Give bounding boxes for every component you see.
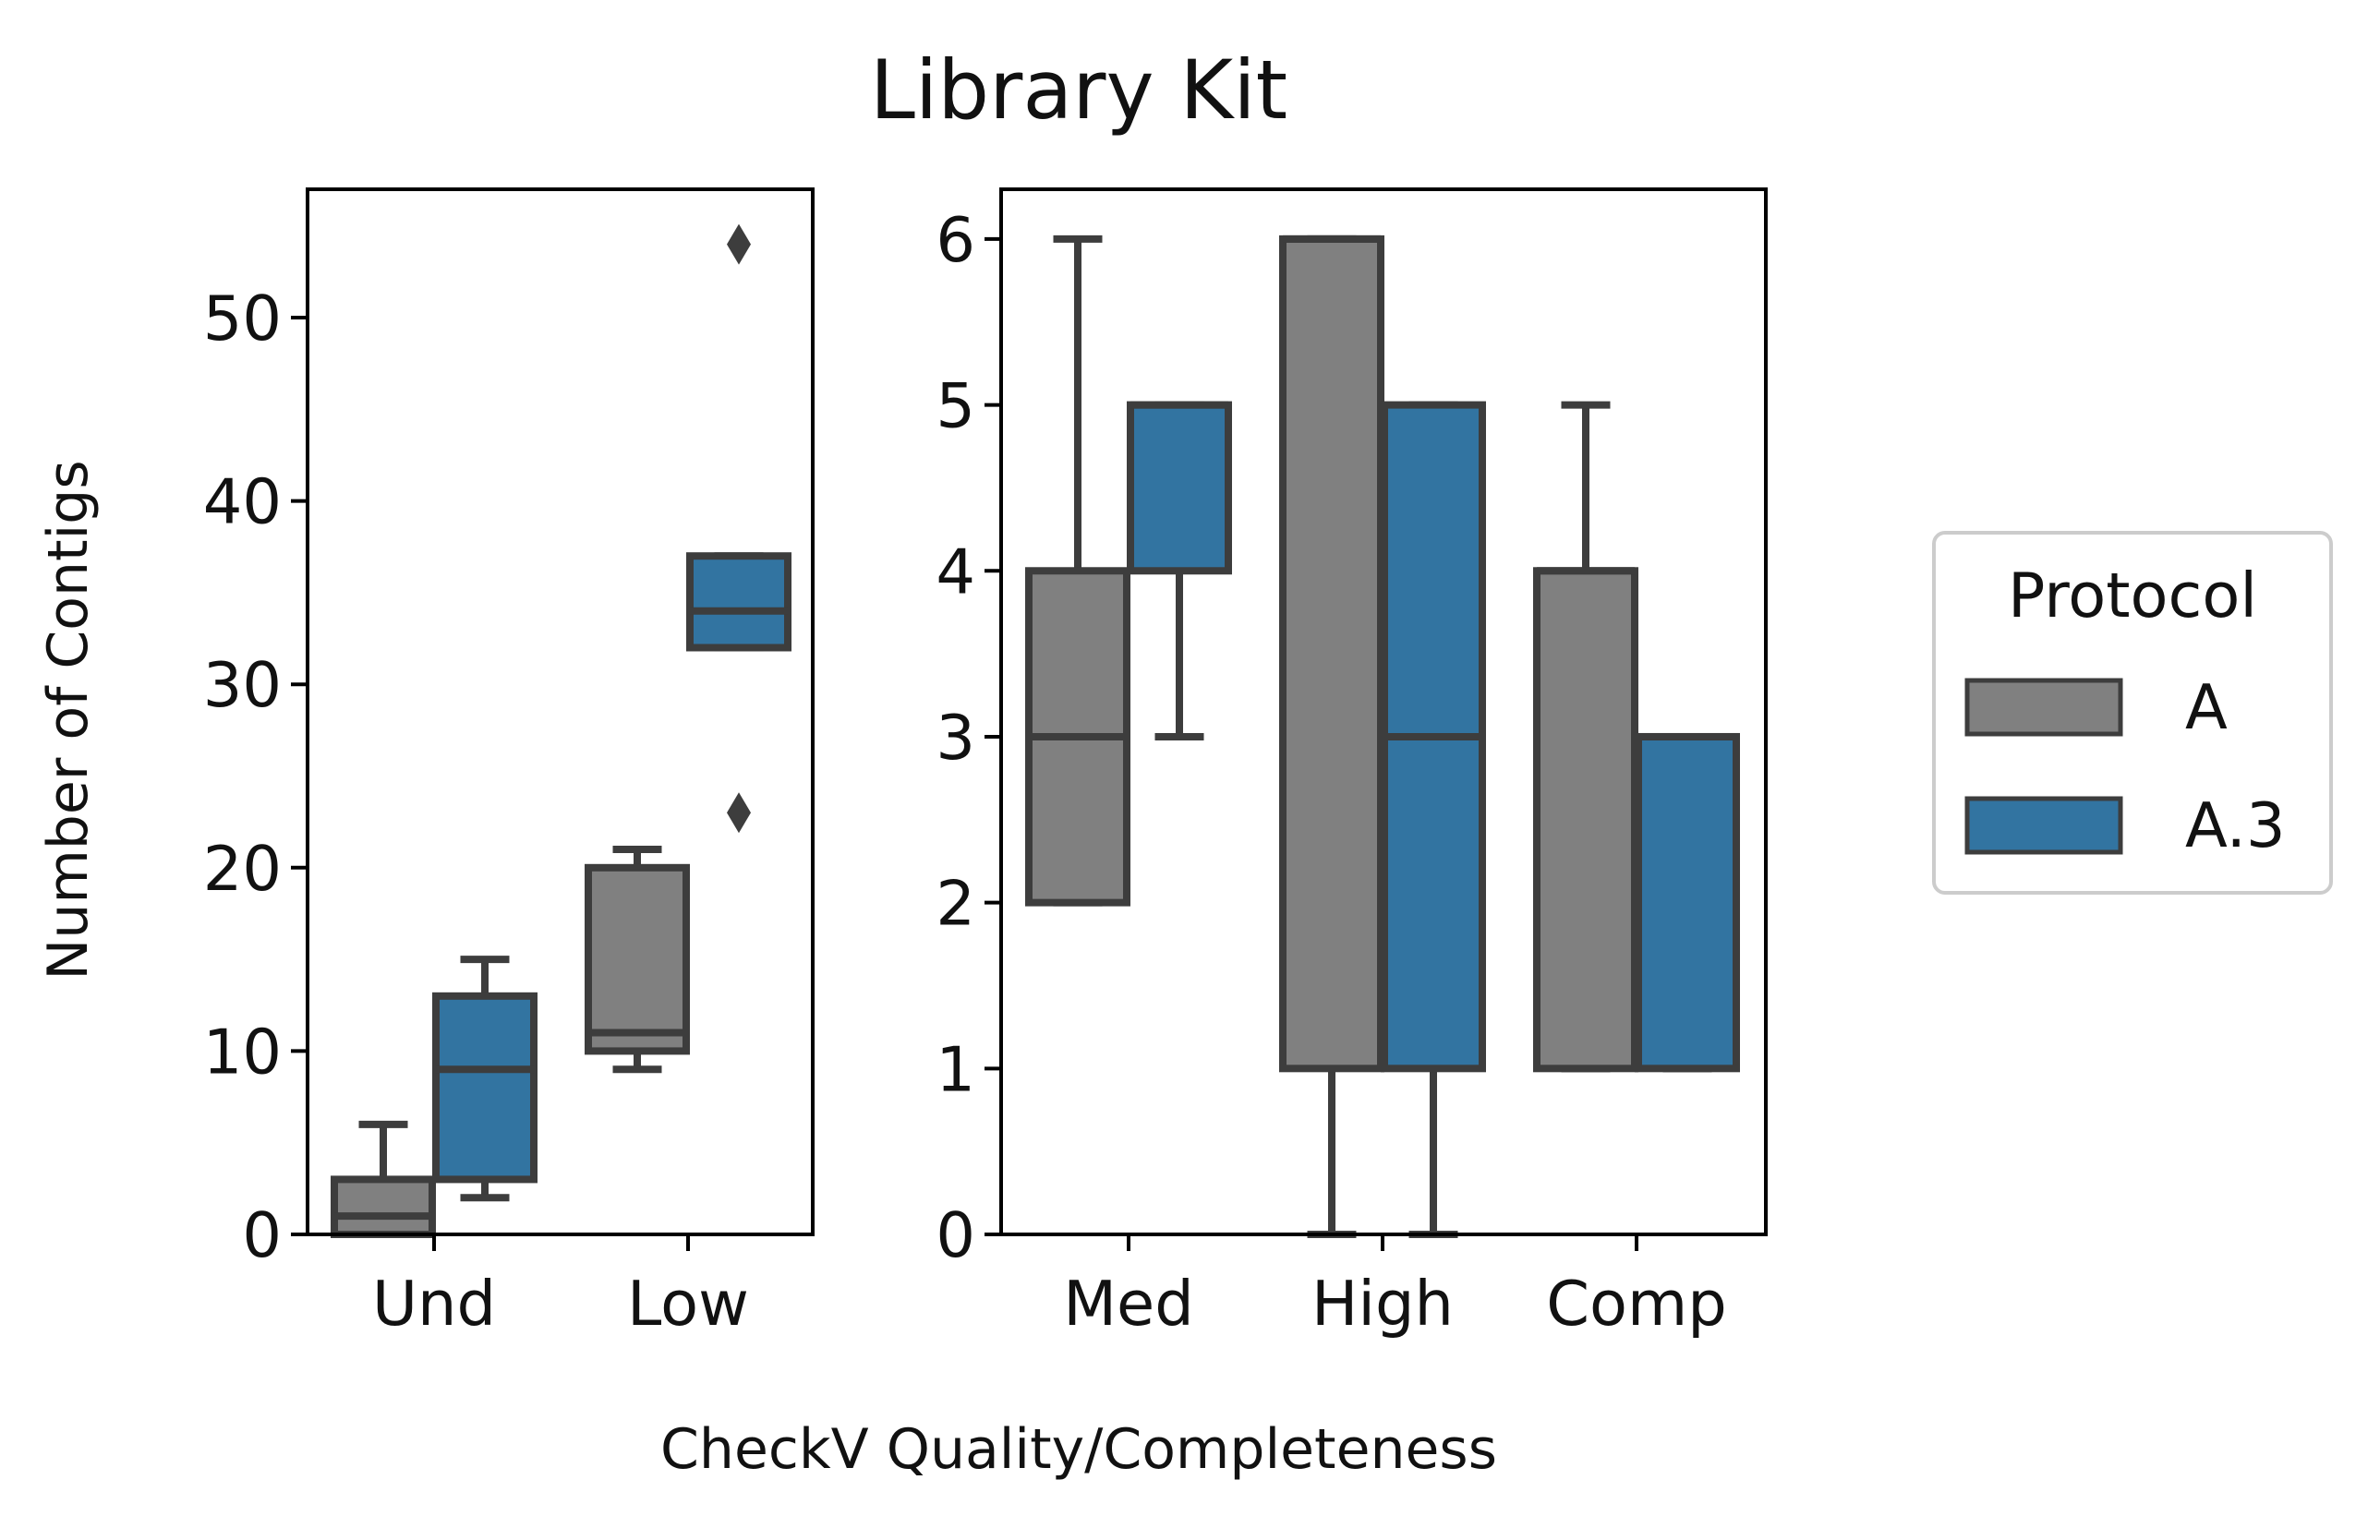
box-low-a (585, 863, 690, 1055)
y-tick-label-0-20: 20 (203, 833, 282, 905)
y-tick-label-1-3: 3 (936, 702, 975, 774)
box-low-a-3-outlier-1 (727, 223, 751, 265)
y-tick-label-0-40: 40 (203, 466, 282, 538)
x-tick-label-high: High (1311, 1268, 1454, 1340)
y-tick-label-1-4: 4 (936, 535, 975, 608)
right-panel: 0 1 2 3 4 5 6 Med High Comp (936, 187, 1768, 1340)
legend-label-a-3: A.3 (2185, 789, 2286, 861)
x-tick-label-med: Med (1063, 1268, 1194, 1340)
y-tick-label-1-5: 5 (936, 370, 975, 442)
panel-0-frame (306, 187, 815, 1236)
y-tick-label-1-2: 2 (936, 868, 975, 940)
box-und-a-3 (432, 992, 538, 1184)
x-tick-label-low: Low (627, 1268, 749, 1340)
left-panel: 0 10 20 30 40 50 Und Low (203, 187, 815, 1340)
box-low-a-3 (686, 552, 791, 652)
y-tick-label-1-0: 0 (936, 1199, 975, 1271)
y-tick-label-0-0: 0 (242, 1199, 282, 1271)
x-tick-label-comp: Comp (1546, 1268, 1727, 1340)
box-comp-a (1533, 567, 1638, 1073)
legend-swatch-a (1964, 678, 2123, 737)
box-med-a-3 (1127, 401, 1232, 575)
x-axis-label: CheckV Quality/Completeness (660, 1417, 1497, 1482)
box-und-a (331, 1175, 436, 1238)
x-tick-label-und: Und (372, 1268, 496, 1340)
legend: Protocol A A.3 (1932, 531, 2333, 895)
y-axis-label: Number of Contigs (36, 460, 101, 980)
y-tick-label-0-10: 10 (203, 1016, 282, 1088)
box-low-a-3-outlier-0 (727, 792, 751, 834)
y-tick-label-0-50: 50 (203, 283, 282, 355)
chart-title: Library Kit (870, 42, 1287, 138)
box-high-a (1279, 235, 1384, 1073)
y-tick-label-1-1: 1 (936, 1033, 975, 1105)
legend-label-a: A (2185, 671, 2228, 743)
legend-swatch-a-3 (1964, 796, 2123, 855)
y-tick-label-1-6: 6 (936, 204, 975, 276)
y-tick-label-0-30: 30 (203, 649, 282, 721)
legend-title: Protocol (2008, 559, 2257, 632)
box-comp-a-3 (1635, 732, 1740, 1073)
